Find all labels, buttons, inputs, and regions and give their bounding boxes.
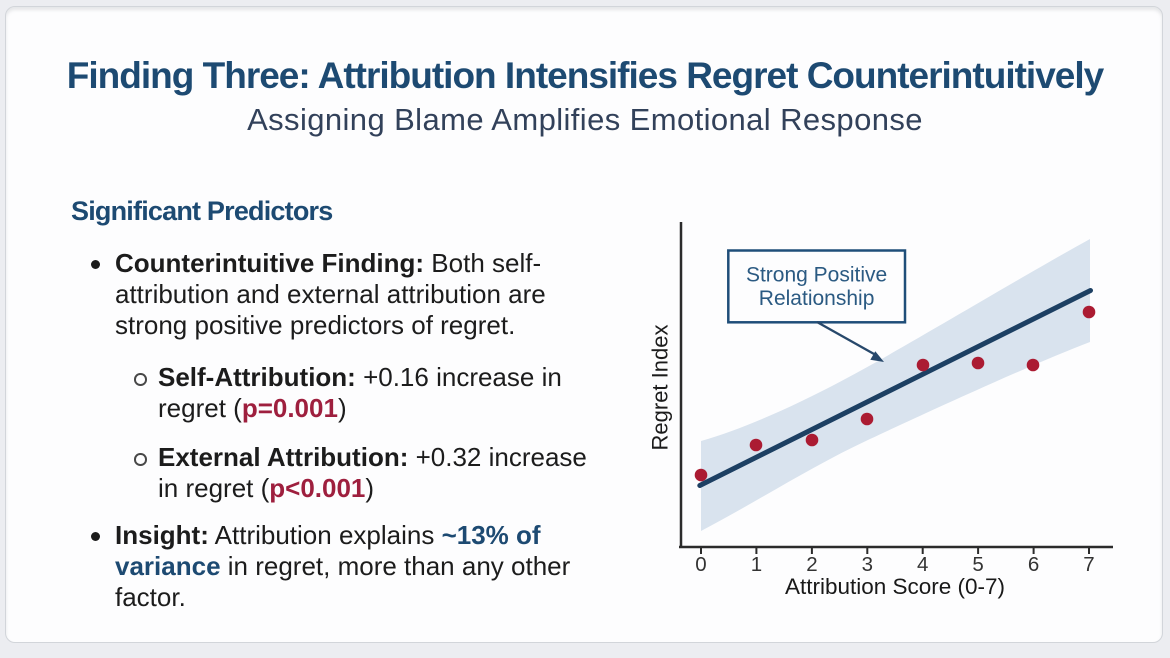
svg-text:5: 5 xyxy=(972,553,983,576)
svg-text:Strong Positive: Strong Positive xyxy=(746,263,887,286)
svg-text:3: 3 xyxy=(862,553,873,576)
svg-text:1: 1 xyxy=(751,553,762,576)
svg-text:0: 0 xyxy=(695,553,706,576)
svg-text:6: 6 xyxy=(1028,553,1039,576)
svg-text:4: 4 xyxy=(917,553,928,576)
svg-text:7: 7 xyxy=(1083,553,1094,576)
svg-text:Relationship: Relationship xyxy=(759,287,875,310)
svg-text:2: 2 xyxy=(806,553,817,576)
svg-text:Regret Index: Regret Index xyxy=(648,325,673,451)
svg-text:Attribution Score (0-7): Attribution Score (0-7) xyxy=(785,574,1005,599)
